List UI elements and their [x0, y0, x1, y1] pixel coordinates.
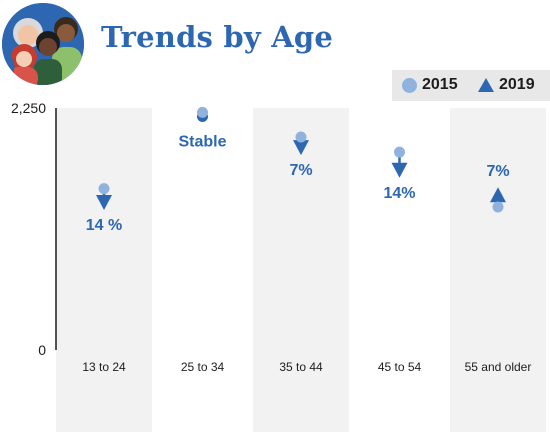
data-point-2015 [197, 106, 208, 118]
legend-label-2015: 2015 [422, 76, 458, 93]
x-tick-label: 25 to 34 [181, 360, 225, 374]
change-label: 7% [486, 163, 509, 180]
data-point-2019 [293, 140, 309, 156]
data-point-2015 [295, 131, 307, 143]
category-band [56, 108, 152, 432]
legend-item-2019: 2019 [478, 76, 535, 94]
change-label: 7% [289, 162, 312, 179]
legend-item-2015: 2015 [402, 76, 458, 94]
change-label: 14 % [86, 217, 122, 234]
data-point-2019 [391, 162, 408, 178]
data-point-2019 [96, 195, 112, 211]
page-title: Trends by Age [101, 20, 334, 54]
y-tick-label: 0 [38, 342, 46, 358]
avatar [2, 3, 84, 85]
x-tick-label: 45 to 54 [378, 360, 422, 374]
data-point-2015 [98, 183, 110, 195]
chart-legend: 2015 2019 [392, 70, 550, 101]
data-point-2015 [492, 201, 504, 213]
data-point-2019 [490, 187, 506, 203]
change-label: Stable [178, 133, 226, 150]
data-point-2015 [394, 146, 405, 158]
x-tick-label: 55 and older [465, 360, 532, 374]
x-tick-label: 35 to 44 [279, 360, 323, 374]
triangle-icon [478, 78, 494, 92]
y-tick-label: 2,250 [11, 100, 46, 116]
category-band [253, 108, 349, 432]
change-label: 14% [383, 185, 415, 202]
circle-icon [402, 77, 417, 93]
legend-label-2019: 2019 [499, 76, 535, 93]
category-band [450, 108, 546, 432]
x-tick-label: 13 to 24 [82, 360, 126, 374]
